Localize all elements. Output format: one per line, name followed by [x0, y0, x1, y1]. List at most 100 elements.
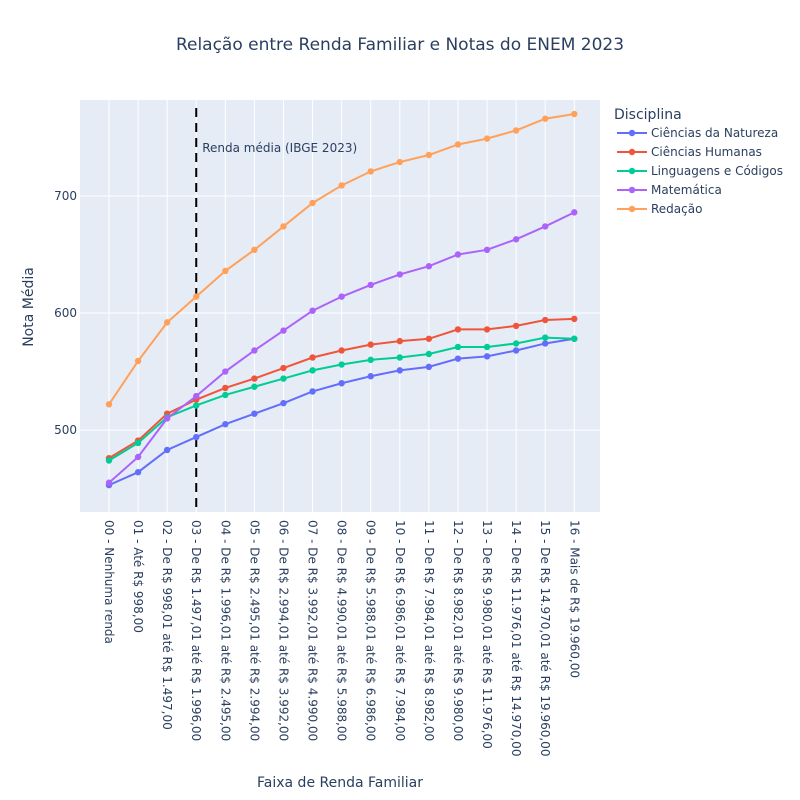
data-point: [425, 363, 433, 371]
data-point: [542, 223, 549, 230]
data-point: [367, 373, 374, 380]
x-tick-label: 10 - De R$ 6.986,01 até R$ 7.984,00: [393, 520, 407, 741]
chart-title: Relação entre Renda Familiar e Notas do …: [176, 35, 624, 55]
data-point: [396, 158, 403, 166]
data-point: [105, 401, 113, 408]
data-point: [222, 267, 229, 275]
data-point: [309, 199, 316, 207]
x-tick-label: 05 - De R$ 2.495,01 até R$ 2.994,00: [247, 520, 261, 741]
data-point: [193, 402, 200, 409]
data-point: [425, 263, 433, 270]
data-point: [367, 356, 374, 364]
data-point: [105, 479, 113, 486]
series-group: [105, 110, 578, 489]
series-line: [105, 209, 578, 486]
x-tick-label: 11 - De R$ 7.984,01 até R$ 8.982,00: [422, 520, 436, 741]
data-point: [512, 340, 520, 347]
x-tick-label: 03 - De R$ 1.497,01 até R$ 1.996,00: [189, 520, 203, 741]
data-point: [512, 322, 520, 330]
data-point: [163, 319, 171, 326]
data-point: [222, 368, 229, 375]
data-point: [571, 110, 578, 118]
data-point: [163, 415, 171, 422]
y-axis-title: Nota Média: [21, 267, 37, 347]
legend-item[interactable]: Ciências Humanas: [617, 145, 762, 159]
legend-item[interactable]: Matemática: [617, 183, 722, 197]
legend-label: Redação: [651, 202, 702, 216]
data-point: [163, 446, 171, 454]
x-tick-label: 04 - De R$ 1.996,01 até R$ 2.495,00: [218, 520, 232, 741]
data-point: [309, 354, 316, 361]
data-point: [193, 293, 200, 300]
x-tick-label: 14 - De R$ 11.976,01 até R$ 14.970,00: [509, 520, 523, 756]
data-point: [483, 135, 491, 142]
data-point: [280, 327, 287, 334]
data-point: [483, 326, 491, 333]
legend[interactable]: Disciplina Ciências da Natureza Ciências …: [614, 107, 783, 216]
data-point: [367, 281, 374, 289]
data-point: [309, 388, 316, 395]
data-point: [338, 380, 345, 387]
data-point: [251, 383, 258, 390]
data-point: [367, 168, 374, 175]
legend-item[interactable]: Redação: [617, 202, 702, 216]
x-tick-label: 13 - De R$ 9.980,01 até R$ 11.976,00: [480, 520, 494, 749]
data-point: [454, 343, 462, 351]
data-point: [280, 223, 287, 230]
legend-swatch-marker: [628, 186, 636, 194]
data-point: [396, 367, 403, 374]
data-point: [483, 343, 491, 351]
x-tick-label: 12 - De R$ 8.982,01 até R$ 9.980,00: [451, 520, 465, 741]
data-point: [193, 392, 200, 400]
data-point: [222, 384, 229, 392]
data-point: [454, 326, 462, 333]
y-tick-label: 700: [54, 189, 77, 203]
gridlines: [80, 100, 600, 512]
data-point: [571, 315, 578, 323]
data-point: [193, 433, 200, 441]
data-point: [483, 246, 491, 254]
annotation-label: Renda média (IBGE 2023): [202, 141, 357, 155]
plot-area: [80, 100, 600, 512]
data-point: [542, 334, 549, 341]
data-point: [512, 127, 520, 134]
data-point: [338, 293, 345, 300]
y-tick-label: 600: [54, 306, 77, 320]
data-point: [396, 271, 403, 278]
legend-item[interactable]: Linguagens e Códigos: [617, 164, 783, 178]
data-point: [309, 367, 316, 374]
data-point: [454, 251, 462, 258]
series-line: [105, 110, 578, 408]
x-tick-label: 00 - Nenhuma renda: [102, 520, 116, 644]
axis-ticks: 500 600 700 00 - Nenhuma renda 01 - Até R$ 9…: [54, 189, 581, 756]
data-point: [338, 361, 345, 368]
data-point: [425, 350, 433, 358]
data-point: [251, 246, 258, 254]
data-point: [425, 151, 433, 159]
data-point: [512, 236, 520, 243]
x-tick-label: 02 - De R$ 998,01 até R$ 1.497,00: [160, 520, 174, 730]
data-point: [222, 421, 229, 428]
data-point: [542, 115, 549, 122]
data-point: [483, 353, 491, 360]
y-tick-label: 500: [54, 423, 77, 437]
data-point: [571, 335, 578, 342]
data-point: [280, 399, 287, 407]
annotation: Renda média (IBGE 2023): [195, 108, 357, 512]
legend-item[interactable]: Ciências da Natureza: [617, 126, 778, 140]
x-tick-label: 09 - De R$ 5.988,01 até R$ 6.986,00: [364, 520, 378, 741]
data-point: [134, 469, 142, 476]
data-point: [105, 457, 113, 464]
data-point: [454, 355, 462, 362]
data-point: [542, 340, 549, 347]
legend-label: Matemática: [651, 183, 722, 197]
data-point: [251, 347, 258, 354]
data-point: [309, 307, 316, 314]
x-tick-label: 01 - Até R$ 998,00: [131, 520, 145, 633]
legend-title: Disciplina: [614, 107, 682, 123]
data-point: [367, 341, 374, 348]
legend-label: Linguagens e Códigos: [651, 164, 783, 178]
data-point: [280, 364, 287, 372]
x-axis-title: Faixa de Renda Familiar: [257, 775, 423, 791]
